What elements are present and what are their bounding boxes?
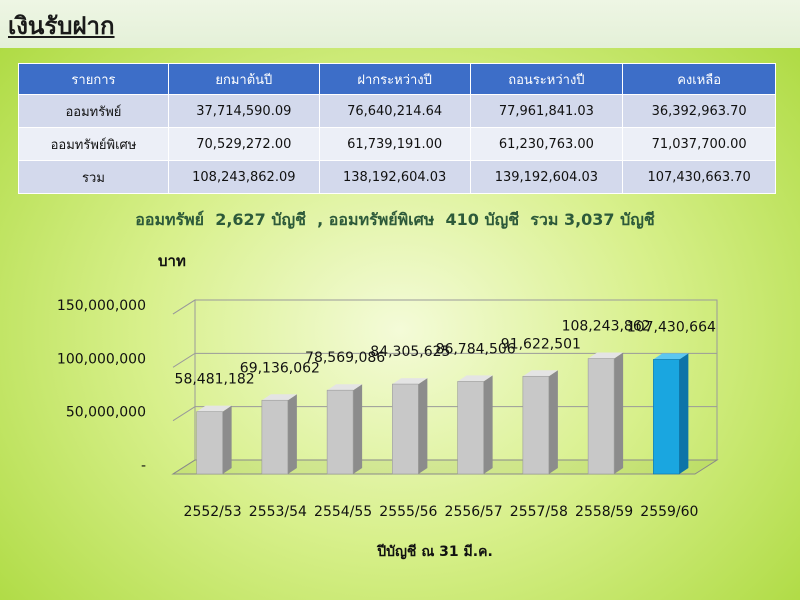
bar-side <box>548 370 558 474</box>
bar-side <box>287 394 297 474</box>
bar <box>196 411 223 475</box>
data-label: 107,430,664 <box>627 319 716 335</box>
row-label: ออมทรัพย์ <box>18 94 169 128</box>
y-tick-label: 150,000,000 <box>57 298 146 314</box>
x-tick-label: 2559/60 <box>640 504 698 520</box>
cell: 139,192,604.03 <box>469 160 624 194</box>
header-deposits: ฝากระหว่างปี <box>318 63 471 95</box>
x-tick-label: 2552/53 <box>184 504 242 520</box>
data-label: 84,305,625 <box>370 344 450 360</box>
data-label: 58,481,182 <box>175 372 255 388</box>
cell: 70,529,272.00 <box>167 127 320 161</box>
bar <box>457 381 484 475</box>
gridline <box>172 352 717 368</box>
bar-side <box>222 405 232 474</box>
bar <box>326 389 354 475</box>
data-label: 78,569,086 <box>305 350 385 366</box>
bar <box>392 383 419 475</box>
chart-floor <box>171 459 719 475</box>
bar-top <box>261 394 297 401</box>
bar-top <box>522 370 558 377</box>
cell: 36,392,963.70 <box>622 94 776 128</box>
bar-top <box>327 384 363 391</box>
bar-side <box>614 352 624 474</box>
x-tick-label: 2558/59 <box>575 504 633 520</box>
y-tick-label: - <box>141 458 146 474</box>
bar-top <box>588 352 624 359</box>
data-label: 108,243,862 <box>562 319 651 335</box>
cell: 108,243,862.09 <box>167 160 320 194</box>
x-tick-label: 2555/56 <box>379 504 437 520</box>
gridline <box>172 406 717 422</box>
table-row: ออมทรัพย์พิเศษ 70,529,272.00 61,739,191.… <box>18 127 776 161</box>
bar-top <box>196 405 232 412</box>
cell: 138,192,604.03 <box>318 160 471 194</box>
cell: 107,430,663.70 <box>622 160 776 194</box>
row-label: ออมทรัพย์พิเศษ <box>18 127 169 161</box>
cell: 71,037,700.00 <box>622 127 776 161</box>
data-label: 86,784,506 <box>436 341 516 357</box>
bar <box>587 358 615 475</box>
x-tick-label: 2553/54 <box>249 504 307 520</box>
gridline <box>172 299 717 315</box>
bar-top <box>457 375 493 382</box>
data-label: 69,136,062 <box>240 360 320 376</box>
x-tick-label: 2557/58 <box>510 504 568 520</box>
row-label: รวม <box>18 160 169 194</box>
header-withdrawals: ถอนระหว่างปี <box>469 63 624 95</box>
table-row-total: รวม 108,243,862.09 138,192,604.03 139,19… <box>18 160 776 194</box>
cell: 76,640,214.64 <box>318 94 471 128</box>
y-tick-label: 50,000,000 <box>66 405 146 421</box>
data-label: 91,622,501 <box>501 336 581 352</box>
bar-side <box>418 378 428 474</box>
bar <box>261 399 289 475</box>
header-brought-forward: ยกมาต้นปี <box>167 63 320 95</box>
deposit-summary-table: รายการ ยกมาต้นปี ฝากระหว่างปี ถอนระหว่าง… <box>18 63 776 194</box>
cell: 37,714,590.09 <box>167 94 320 128</box>
header-balance: คงเหลือ <box>622 63 776 95</box>
x-tick-label: 2554/55 <box>314 504 372 520</box>
header-item: รายการ <box>18 63 169 95</box>
bar-side <box>353 384 363 474</box>
deposit-bar-chart: - 50,000,000 100,000,000 150,000,000 58,481,… <box>57 298 719 520</box>
x-tick-label: 2556/57 <box>445 504 503 520</box>
table-header-row: รายการ ยกมาต้นปี ฝากระหว่างปี ถอนระหว่าง… <box>18 63 776 95</box>
cell: 61,739,191.00 <box>318 127 471 161</box>
title-band <box>0 0 800 48</box>
x-axis-title: ปีบัญชี ณ 31 มี.ค. <box>377 544 493 560</box>
bar <box>522 375 550 475</box>
bar-top <box>392 378 428 385</box>
bar-top <box>653 353 689 360</box>
account-count-summary: ออมทรัพย์ 2,627 บัญชี , ออมทรัพย์พิเศษ 4… <box>135 210 655 229</box>
cell: 61,230,763.00 <box>469 127 624 161</box>
bar-side <box>679 353 689 474</box>
bar-side <box>483 375 493 474</box>
table-row: ออมทรัพย์ 37,714,590.09 76,640,214.64 77… <box>18 94 776 128</box>
cell: 77,961,841.03 <box>469 94 624 128</box>
y-tick-label: 100,000,000 <box>57 351 146 367</box>
bar <box>653 359 680 475</box>
y-axis-unit-label: บาท <box>158 252 186 270</box>
page-title: เงินรับฝาก <box>8 12 115 40</box>
